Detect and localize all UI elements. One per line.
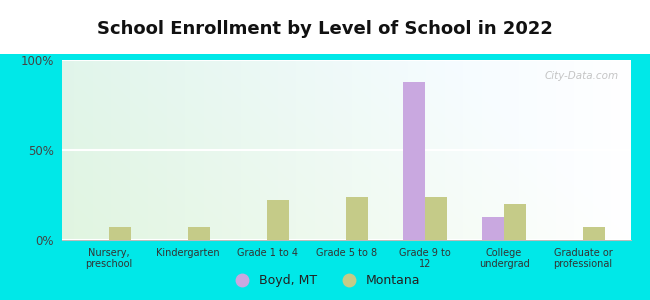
Bar xyxy=(188,227,210,240)
Bar xyxy=(482,217,504,240)
Bar xyxy=(109,227,131,240)
Legend: Boyd, MT, Montana: Boyd, MT, Montana xyxy=(224,269,426,292)
Bar xyxy=(267,200,289,240)
Text: School Enrollment by Level of School in 2022: School Enrollment by Level of School in … xyxy=(97,20,553,38)
Bar xyxy=(403,82,425,240)
Bar xyxy=(583,227,605,240)
Text: City-Data.com: City-Data.com xyxy=(545,71,619,81)
Bar xyxy=(346,197,369,240)
Bar xyxy=(504,204,526,240)
Bar xyxy=(425,197,447,240)
